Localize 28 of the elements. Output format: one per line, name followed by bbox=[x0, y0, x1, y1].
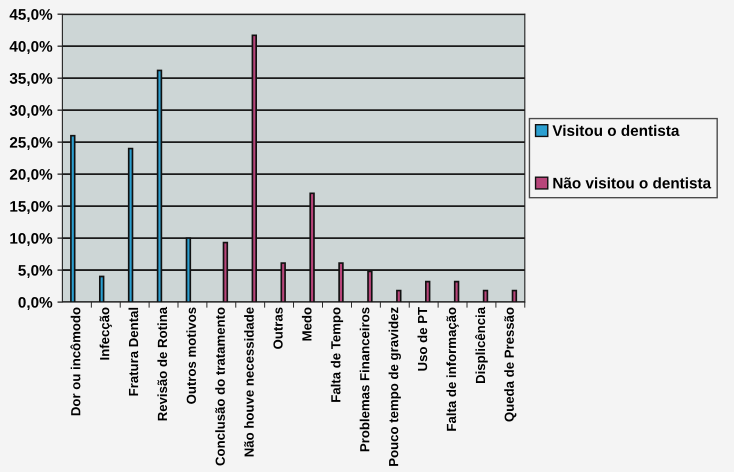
x-tick-label: Outros motivos bbox=[186, 307, 196, 404]
y-tick-label: 30,0% bbox=[10, 105, 52, 118]
x-tick-label: Conclusão do tratamento bbox=[215, 307, 225, 466]
y-tick-label: 20,0% bbox=[10, 168, 52, 182]
x-tick-label: Infecção bbox=[100, 307, 112, 360]
x-tick-label: Falta de Tempo bbox=[330, 307, 344, 402]
y-tick-label: 5,0% bbox=[18, 264, 52, 278]
x-tick-label: Displicência bbox=[475, 306, 488, 384]
x-tick-label: Não houve necessidade bbox=[244, 307, 254, 456]
x-tick-label: Falta de informação bbox=[446, 307, 459, 431]
x-tick-label: Outras bbox=[273, 307, 283, 349]
x-tick-label: Medo bbox=[302, 307, 312, 341]
x-tick-label: Problemas Financeiros bbox=[360, 307, 370, 452]
y-tick-label: 15,0% bbox=[10, 200, 52, 214]
y-tick-label: 0,0% bbox=[18, 296, 52, 310]
y-tick-label: 35,0% bbox=[10, 73, 52, 86]
legend-label: Não visitou o dentista bbox=[553, 177, 712, 189]
x-tick-label: Pouco tempo de gravidez bbox=[388, 307, 401, 466]
x-tick-label: Revisão de Rotina bbox=[157, 306, 168, 420]
y-tick-label: 10,0% bbox=[10, 232, 52, 246]
x-tick-label: Uso de PT bbox=[418, 307, 428, 371]
y-tick-label: 25,0% bbox=[10, 136, 52, 150]
x-tick-label: Fratura Dental bbox=[128, 308, 138, 396]
y-tick-label: 40,0% bbox=[10, 41, 52, 54]
y-tick-label: 45,0% bbox=[10, 9, 52, 22]
legend-label: Visitou o dentista bbox=[552, 124, 680, 136]
x-tick-label: Queda de Pressão bbox=[504, 307, 516, 422]
x-tick-label: Dor ou incômodo bbox=[70, 307, 80, 416]
